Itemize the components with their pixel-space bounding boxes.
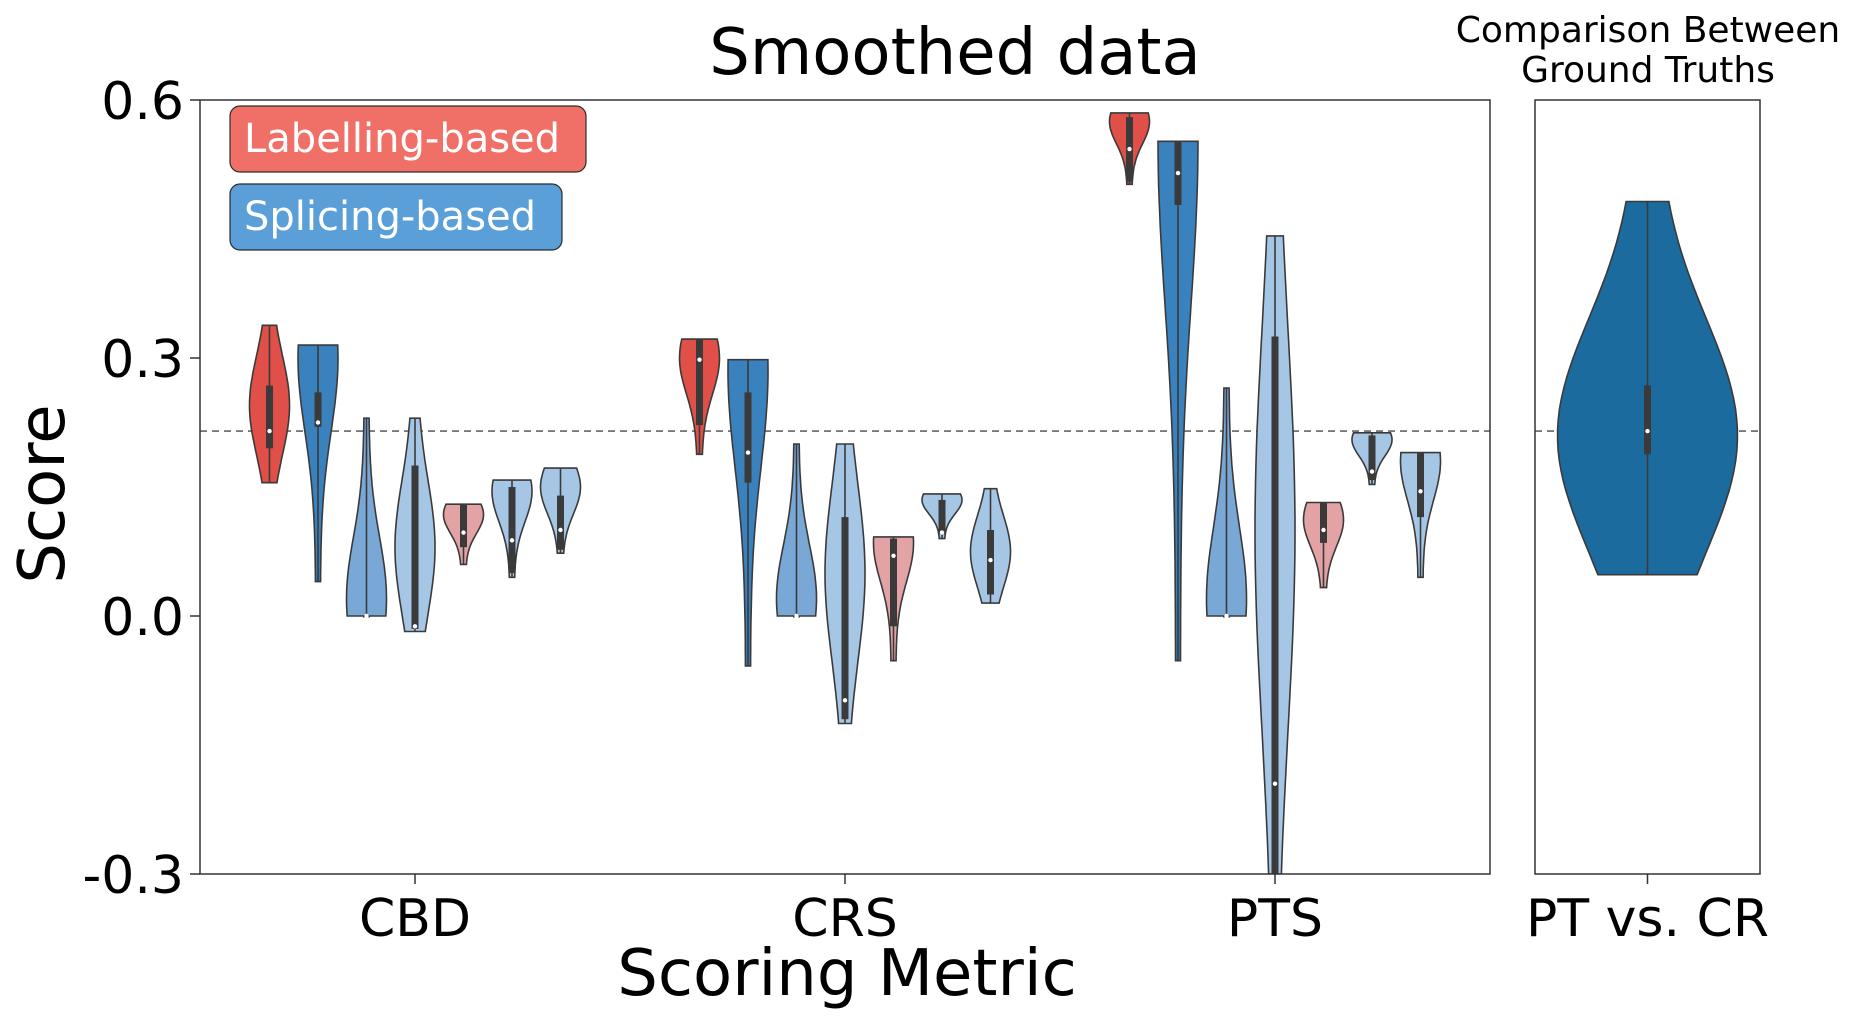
side-plot-frame: [1534, 99, 1761, 875]
legend-swatch: [229, 105, 587, 173]
violin-iqr-box: [744, 392, 752, 483]
legend-swatch: [229, 183, 563, 251]
side-panel-title: Comparison Between Ground Truths: [1456, 10, 1841, 91]
violin-iqr-box: [1644, 385, 1651, 455]
violin-median-dot: [891, 553, 896, 558]
violin: [1108, 112, 1151, 186]
chart-title: Smoothed data: [709, 16, 1200, 90]
violin-median-dot: [509, 538, 515, 543]
x-axis-label: Scoring Metric: [617, 937, 1077, 1011]
violin-median-dot: [1645, 428, 1650, 434]
violin: [1556, 200, 1739, 576]
violin-median-dot: [1418, 489, 1423, 494]
violin: [921, 493, 963, 540]
x-tick-label: PT vs. CR: [1526, 889, 1769, 949]
violin: [394, 417, 436, 633]
y-axis-label: Score: [6, 404, 80, 583]
side-title-line: Comparison Between: [1456, 10, 1841, 51]
violin-median-dot: [1127, 146, 1132, 152]
violin-group: [248, 112, 1442, 874]
violin: [1157, 140, 1199, 662]
violin: [969, 487, 1012, 604]
y-axis-ticks: 0.6 0.3 0.0 -0.3: [83, 72, 200, 906]
violin-median-dot: [558, 527, 563, 533]
violin-median-dot: [267, 428, 272, 434]
violin: [345, 417, 388, 619]
side-panel: Comparison Between Ground Truths PT vs. C…: [1456, 10, 1841, 949]
legend-entry: Splicing-based: [229, 183, 563, 251]
x-tick-label: CBD: [359, 889, 471, 949]
violin-iqr-box: [460, 504, 467, 548]
violin: [442, 503, 485, 566]
violin-median-dot: [988, 557, 993, 563]
legend-entry: Labelling-based: [229, 105, 587, 173]
legend-label: Splicing-based: [244, 194, 536, 240]
plot-frame: [199, 99, 1491, 875]
violin: [297, 344, 339, 583]
violin-iqr-box: [1417, 452, 1424, 518]
violin-iqr-box: [508, 487, 516, 573]
violin-iqr-box: [314, 392, 322, 427]
y-tick-label: 0.6: [101, 72, 184, 132]
violin: [1254, 235, 1296, 874]
violin-median-dot: [1321, 527, 1326, 533]
violin-iqr-box: [1320, 502, 1327, 543]
violin: [1351, 432, 1393, 486]
violin-iqr-box: [696, 339, 703, 426]
violin-iqr-box: [1271, 336, 1279, 874]
violin-iqr-box: [266, 385, 273, 449]
side-title-line: Ground Truths: [1521, 50, 1775, 91]
side-x-axis-ticks: PT vs. CR: [1526, 874, 1769, 949]
legend: Labelling-based Splicing-based: [229, 105, 587, 251]
violin-median-dot: [745, 450, 751, 455]
violin-iqr-box: [938, 499, 946, 535]
side-violin-group: [1556, 200, 1739, 576]
y-tick-label: 0.0: [101, 588, 184, 648]
violin-median-dot: [794, 613, 799, 619]
y-tick-label: -0.3: [83, 846, 184, 906]
violin: [539, 467, 582, 554]
violin: [727, 358, 769, 667]
main-panel: Smoothed data Scoring Metric Score 0.60.…: [6, 16, 1491, 1011]
x-axis-ticks: CBD CRS PTS: [359, 874, 1323, 949]
violin-median-dot: [1369, 469, 1375, 474]
violin: [491, 479, 533, 579]
y-tick-label: 0.3: [101, 330, 184, 390]
violin: [1205, 387, 1248, 619]
violin: [872, 536, 915, 662]
violin-median-dot: [1175, 170, 1181, 176]
x-tick-label: CRS: [792, 889, 897, 949]
violin-median-dot: [1224, 613, 1229, 619]
violin-median-dot: [1272, 781, 1278, 786]
violin: [248, 324, 291, 484]
violin-iqr-box: [1368, 435, 1376, 481]
violin-median-dot: [939, 530, 945, 535]
violin: [1399, 451, 1442, 579]
violin-median-dot: [697, 357, 702, 362]
violin-iqr-box: [841, 517, 849, 720]
violin-iqr-box: [890, 538, 897, 627]
violin-median-dot: [461, 530, 466, 535]
violin: [824, 443, 866, 725]
violin-iqr-box: [557, 495, 564, 550]
violin-median-dot: [412, 624, 418, 629]
violin-median-dot: [315, 420, 321, 425]
violin-iqr-box: [411, 465, 419, 629]
violin-median-dot: [842, 698, 848, 703]
legend-label: Labelling-based: [244, 116, 560, 162]
violin: [1302, 501, 1345, 589]
x-tick-label: PTS: [1227, 889, 1323, 949]
violin: [775, 443, 818, 619]
violin: [678, 338, 721, 456]
violin-median-dot: [364, 613, 369, 619]
